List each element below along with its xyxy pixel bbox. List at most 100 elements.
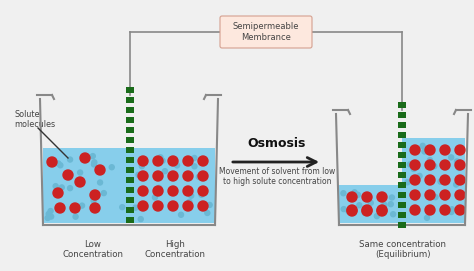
Circle shape xyxy=(153,201,163,211)
Circle shape xyxy=(357,203,362,208)
Circle shape xyxy=(183,186,193,196)
Circle shape xyxy=(455,190,465,200)
Bar xyxy=(398,152,406,158)
Circle shape xyxy=(199,192,204,197)
Circle shape xyxy=(80,203,84,208)
Circle shape xyxy=(49,214,54,219)
Circle shape xyxy=(138,186,148,196)
Circle shape xyxy=(198,201,208,211)
Bar xyxy=(398,162,406,168)
Circle shape xyxy=(136,172,141,177)
Circle shape xyxy=(91,162,97,167)
Circle shape xyxy=(75,177,85,187)
Circle shape xyxy=(58,163,63,168)
Circle shape xyxy=(425,145,435,155)
Circle shape xyxy=(377,206,387,216)
Circle shape xyxy=(341,207,346,212)
Bar xyxy=(398,132,406,138)
Circle shape xyxy=(454,182,458,187)
Circle shape xyxy=(154,187,159,192)
Circle shape xyxy=(183,201,193,211)
Bar xyxy=(126,177,134,183)
Circle shape xyxy=(374,214,379,219)
Circle shape xyxy=(163,169,167,174)
Circle shape xyxy=(455,175,465,185)
Circle shape xyxy=(198,186,208,196)
Circle shape xyxy=(91,154,95,159)
Circle shape xyxy=(422,149,427,154)
Circle shape xyxy=(440,145,450,155)
Circle shape xyxy=(407,162,412,167)
Circle shape xyxy=(133,205,138,210)
Bar xyxy=(126,147,134,153)
Circle shape xyxy=(168,186,178,196)
Circle shape xyxy=(66,175,72,180)
Circle shape xyxy=(449,209,454,215)
Bar xyxy=(126,187,134,193)
Circle shape xyxy=(356,192,360,197)
Circle shape xyxy=(153,171,163,181)
Text: Osmosis: Osmosis xyxy=(248,137,306,150)
Bar xyxy=(126,207,134,213)
Circle shape xyxy=(196,175,201,179)
Circle shape xyxy=(46,211,51,217)
Bar xyxy=(126,167,134,173)
Circle shape xyxy=(183,156,193,166)
Circle shape xyxy=(457,160,463,165)
Bar xyxy=(126,137,134,143)
Circle shape xyxy=(377,205,387,215)
Circle shape xyxy=(449,207,455,212)
Circle shape xyxy=(183,171,193,181)
Circle shape xyxy=(417,173,422,178)
Circle shape xyxy=(390,195,394,200)
Circle shape xyxy=(90,190,100,200)
Circle shape xyxy=(362,192,372,202)
Circle shape xyxy=(59,185,64,190)
Circle shape xyxy=(198,156,208,166)
Text: Same concentration
(Equilibrium): Same concentration (Equilibrium) xyxy=(359,240,447,259)
Circle shape xyxy=(158,155,163,160)
Circle shape xyxy=(347,192,357,202)
FancyBboxPatch shape xyxy=(220,16,312,48)
Bar xyxy=(126,157,134,163)
Circle shape xyxy=(153,156,163,166)
Bar xyxy=(126,97,134,103)
Circle shape xyxy=(179,212,183,217)
Circle shape xyxy=(207,202,212,207)
Circle shape xyxy=(382,202,387,207)
Circle shape xyxy=(53,188,63,198)
Circle shape xyxy=(433,195,438,200)
Circle shape xyxy=(138,156,148,166)
Circle shape xyxy=(138,217,143,222)
Circle shape xyxy=(53,184,58,189)
Circle shape xyxy=(91,198,96,203)
Circle shape xyxy=(187,199,192,204)
Circle shape xyxy=(168,171,178,181)
Circle shape xyxy=(411,166,416,172)
Circle shape xyxy=(440,190,450,200)
Bar xyxy=(398,212,406,218)
Bar xyxy=(126,197,134,203)
Circle shape xyxy=(198,171,208,181)
Circle shape xyxy=(138,171,148,181)
Circle shape xyxy=(455,159,459,164)
Circle shape xyxy=(352,190,357,195)
Circle shape xyxy=(101,191,106,196)
Circle shape xyxy=(48,208,53,214)
Bar xyxy=(126,117,134,123)
Circle shape xyxy=(90,203,100,213)
Circle shape xyxy=(153,195,157,200)
Circle shape xyxy=(70,203,80,213)
Bar xyxy=(398,112,406,118)
Text: Low
Concentration: Low Concentration xyxy=(63,240,124,259)
Circle shape xyxy=(92,160,97,165)
Circle shape xyxy=(440,175,450,185)
Circle shape xyxy=(153,186,163,196)
Circle shape xyxy=(440,205,450,215)
Circle shape xyxy=(120,205,125,210)
Circle shape xyxy=(410,175,420,185)
Circle shape xyxy=(98,180,102,185)
Text: Movement of solvent from low
to high solute concentration: Movement of solvent from low to high sol… xyxy=(219,167,335,186)
Circle shape xyxy=(73,214,78,219)
Circle shape xyxy=(156,172,162,177)
